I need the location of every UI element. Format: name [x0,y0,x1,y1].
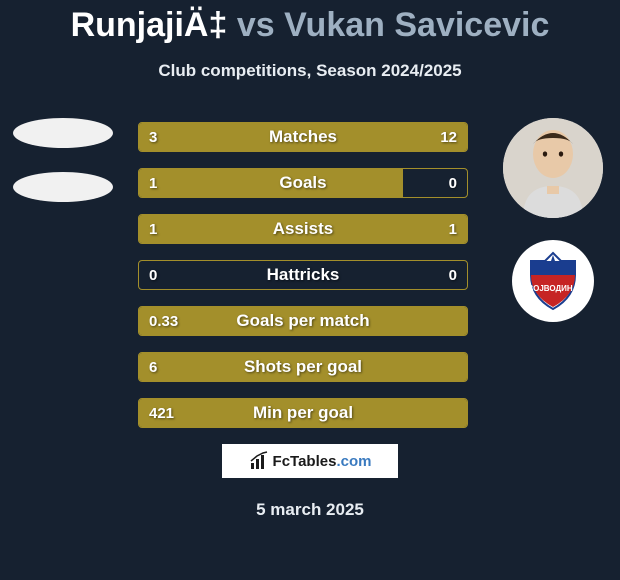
player2-name: Vukan Savicevic [284,6,549,44]
stat-row: 00Hattricks [138,260,468,290]
stat-row: 421Min per goal [138,398,468,428]
player2-avatar [503,118,603,218]
player1-avatar-placeholder [13,118,113,148]
stat-label: Assists [139,215,467,243]
chart-icon [249,451,269,471]
person-icon [503,118,603,218]
stat-label: Shots per goal [139,353,467,381]
shield-icon: ВОЈВОДИНА [521,249,585,313]
svg-text:ВОЈВОДИНА: ВОЈВОДИНА [528,284,579,293]
stat-row: 10Goals [138,168,468,198]
vs-label: vs [237,6,275,44]
stats-bars: 312Matches 10Goals 11Assists 00Hattricks 0.3… [138,122,468,444]
left-player-column [8,118,118,226]
comparison-title: RunjajiÄ‡ vs Vukan Savicevic [0,0,620,45]
player1-name: RunjajiÄ‡ [71,6,228,44]
stat-label: Min per goal [139,399,467,427]
stat-row: 6Shots per goal [138,352,468,382]
footer-logo-box: FcTables.com [222,444,398,478]
player2-club-badge: ВОЈВОДИНА [512,240,594,322]
player1-club-badge-placeholder [13,172,113,202]
footer-logo-text: FcTables.com [273,453,372,470]
stat-label: Goals [139,169,467,197]
stat-label: Hattricks [139,261,467,289]
stat-row: 312Matches [138,122,468,152]
stat-row: 11Assists [138,214,468,244]
stat-label: Matches [139,123,467,151]
stat-row: 0.33Goals per match [138,306,468,336]
logo-prefix: FcTables [273,453,337,470]
logo-suffix: .com [336,453,371,470]
stat-label: Goals per match [139,307,467,335]
subtitle: Club competitions, Season 2024/2025 [0,61,620,81]
right-player-column: ВОЈВОДИНА [498,118,608,322]
date-label: 5 march 2025 [0,500,620,520]
